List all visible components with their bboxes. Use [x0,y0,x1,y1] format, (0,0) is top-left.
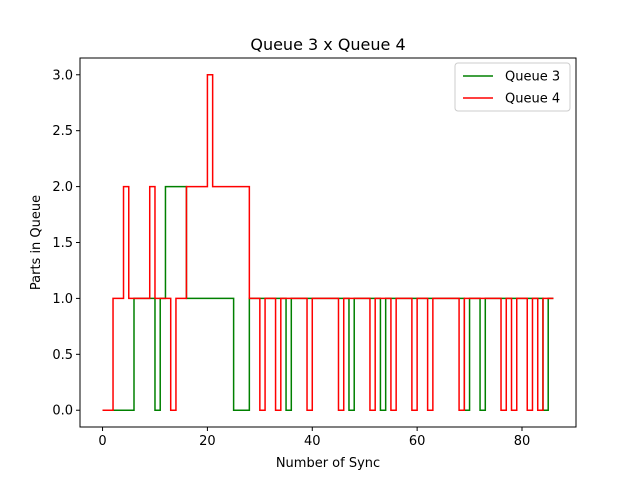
y-tick-label: 2.5 [52,124,73,139]
x-tick-label: 80 [514,434,531,449]
series-line-queue-4 [102,74,554,411]
x-axis-label: Number of Sync [276,456,380,471]
y-tick-label: 1.0 [52,292,73,307]
y-tick-label: 0.0 [52,404,73,419]
y-axis-label: Parts in Queue [29,195,44,290]
chart-title: Queue 3 x Queue 4 [250,35,405,54]
y-axis-ticks: 0.0 0.5 1.0 1.5 2.0 2.5 3.0 [52,68,80,419]
x-tick-label: 60 [409,434,426,449]
x-tick-label: 20 [199,434,216,449]
legend: Queue 3 Queue 4 [454,62,571,112]
legend-box [454,62,571,112]
y-tick-label: 0.5 [52,348,73,363]
x-axis-ticks: 0 20 40 60 80 [98,427,530,449]
x-tick-label: 0 [98,434,106,449]
legend-label-queue-4: Queue 4 [505,92,560,107]
y-tick-label: 3.0 [52,68,73,83]
series-layer [102,74,554,411]
x-tick-label: 40 [304,434,321,449]
legend-label-queue-3: Queue 3 [505,70,560,85]
y-tick-label: 2.0 [52,180,73,195]
y-tick-label: 1.5 [52,236,73,251]
